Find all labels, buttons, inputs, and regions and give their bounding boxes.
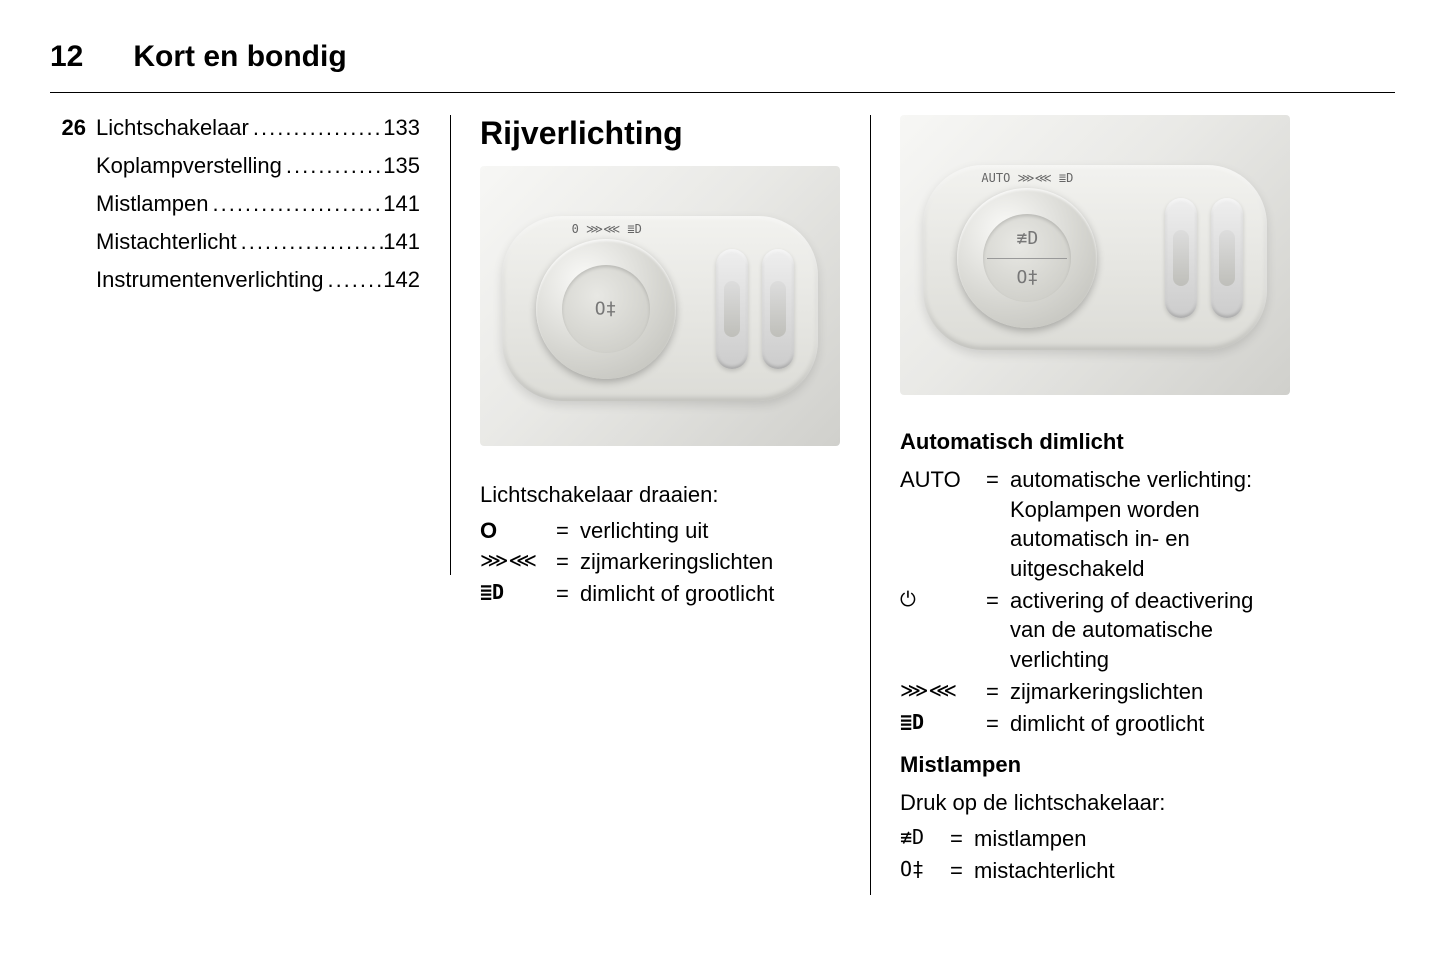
- knob-bottom-icon: O‡: [1017, 267, 1039, 288]
- column-1: 26 Lichtschakelaar .....................…: [50, 115, 450, 887]
- symbol-row: ≢D = mistlampen: [900, 824, 1290, 854]
- page-number: 12: [50, 40, 83, 74]
- column-3: AUTO ⋙⋘ ≣D ≢D O‡ Automatisch dimlicht AU…: [870, 115, 1290, 887]
- symbol-table: O = verlichting uit ⋙⋘ = zijmarkeringsli…: [480, 516, 840, 609]
- symbol-desc: verlichting uit: [580, 516, 840, 546]
- toc-page: 141: [383, 191, 420, 217]
- symbol-row: AUTO = automatische verlichting: Koplamp…: [900, 465, 1290, 584]
- symbol-row: ⋙⋘ = zijmarkeringslichten: [480, 547, 840, 577]
- chapter-title: Kort en bondig: [133, 40, 346, 74]
- page-header: 12 Kort en bondig: [50, 40, 1395, 74]
- thumbwheel-2: [1211, 198, 1243, 318]
- toc-dots: ........................................…: [323, 267, 383, 293]
- toc-dots: ........................................…: [208, 191, 383, 217]
- symbol-glyph: ≣D: [900, 709, 986, 736]
- toc-row: 26 Lichtschakelaar .....................…: [50, 115, 420, 141]
- symbol-table-mist: ≢D = mistlampen O‡ = mistachterlicht: [900, 824, 1290, 885]
- column-2: Rijverlichting 0 ⋙⋘ ≣D O‡ Lichtschakelaa…: [450, 115, 870, 887]
- symbol-glyph: ⋙⋘: [900, 677, 986, 704]
- symbol-desc: dimlicht of grootlicht: [1010, 709, 1290, 739]
- knob-top-icon: ≢D: [1017, 228, 1039, 249]
- equals: =: [986, 709, 1010, 739]
- toc-page: 142: [383, 267, 420, 293]
- symbol-glyph: ⏻: [900, 586, 986, 613]
- equals: =: [950, 824, 974, 854]
- subheading-auto-dimlicht: Automatisch dimlicht: [900, 429, 1290, 455]
- knob-arc-labels: AUTO ⋙⋘ ≣D: [981, 171, 1073, 185]
- symbol-row: ⏻ = activering of deactivering van de au…: [900, 586, 1290, 675]
- page: 12 Kort en bondig 26 Lichtschakelaar ...…: [0, 0, 1445, 907]
- thumbwheel-1: [1165, 198, 1197, 318]
- equals: =: [950, 856, 974, 886]
- thumbwheel-2: [762, 249, 794, 369]
- toc-row: Mistachterlicht ........................…: [50, 229, 420, 255]
- light-switch-photo-2: AUTO ⋙⋘ ≣D ≢D O‡: [900, 115, 1290, 395]
- toc-row: Instrumentenverlichting ................…: [50, 267, 420, 293]
- symbol-desc: dimlicht of grootlicht: [580, 579, 840, 609]
- symbol-glyph: O‡: [900, 856, 950, 883]
- toc-dots: ........................................…: [282, 153, 383, 179]
- symbol-glyph: O: [480, 516, 556, 546]
- section-title: Rijverlichting: [480, 115, 840, 152]
- toc-label: Lichtschakelaar: [96, 115, 249, 141]
- subheading-mistlampen: Mistlampen: [900, 752, 1290, 778]
- toc-dots: ........................................…: [249, 115, 383, 141]
- equals: =: [556, 516, 580, 546]
- lead-text: Lichtschakelaar draaien:: [480, 480, 840, 510]
- symbol-desc: mistachterlicht: [974, 856, 1290, 886]
- knob-arc-labels: 0 ⋙⋘ ≣D: [572, 222, 642, 236]
- toc-row: Koplampverstelling .....................…: [50, 153, 420, 179]
- symbol-row: ⋙⋘ = zijmarkeringslichten: [900, 677, 1290, 707]
- toc-label: Instrumentenverlichting: [96, 267, 323, 293]
- columns: 26 Lichtschakelaar .....................…: [50, 115, 1395, 887]
- symbol-glyph: ≢D: [900, 824, 950, 851]
- symbol-desc: mistlampen: [974, 824, 1290, 854]
- equals: =: [986, 677, 1010, 707]
- symbol-desc: automatische verlichting: Koplampen word…: [1010, 465, 1290, 584]
- toc-index: 26: [50, 115, 96, 141]
- header-rule: [50, 92, 1395, 93]
- thumbwheel-1: [716, 249, 748, 369]
- symbol-row: O = verlichting uit: [480, 516, 840, 546]
- toc-dots: ........................................…: [237, 229, 384, 255]
- symbol-table-auto: AUTO = automatische verlichting: Koplamp…: [900, 465, 1290, 738]
- symbol-glyph: ⋙⋘: [480, 547, 556, 574]
- symbol-row: ≣D = dimlicht of grootlicht: [480, 579, 840, 609]
- light-switch-photo-1: 0 ⋙⋘ ≣D O‡: [480, 166, 840, 446]
- lead-text-2: Druk op de lichtschakelaar:: [900, 788, 1290, 818]
- symbol-row: O‡ = mistachterlicht: [900, 856, 1290, 886]
- switch-panel: AUTO ⋙⋘ ≣D ≢D O‡: [923, 165, 1266, 350]
- toc-page: 141: [383, 229, 420, 255]
- toc-label: Mistachterlicht: [96, 229, 237, 255]
- switch-panel: 0 ⋙⋘ ≣D O‡: [502, 216, 819, 401]
- equals: =: [556, 547, 580, 577]
- symbol-glyph: ≣D: [480, 579, 556, 606]
- equals: =: [556, 579, 580, 609]
- equals: =: [986, 465, 1010, 495]
- symbol-desc: zijmarkeringslichten: [1010, 677, 1290, 707]
- toc-label: Mistlampen: [96, 191, 208, 217]
- knob-glyph-icon: O‡: [595, 298, 617, 319]
- equals: =: [986, 586, 1010, 616]
- toc-page: 135: [383, 153, 420, 179]
- rotary-knob: ≢D O‡: [957, 188, 1097, 328]
- symbol-glyph: AUTO: [900, 465, 986, 495]
- toc-row: Mistlampen .............................…: [50, 191, 420, 217]
- symbol-row: ≣D = dimlicht of grootlicht: [900, 709, 1290, 739]
- symbol-desc: zijmarkeringslichten: [580, 547, 840, 577]
- symbol-desc: activering of deactivering van de automa…: [1010, 586, 1290, 675]
- knob-split-line: [987, 258, 1067, 259]
- rotary-knob: O‡: [536, 239, 676, 379]
- toc-label: Koplampverstelling: [96, 153, 282, 179]
- toc-page: 133: [383, 115, 420, 141]
